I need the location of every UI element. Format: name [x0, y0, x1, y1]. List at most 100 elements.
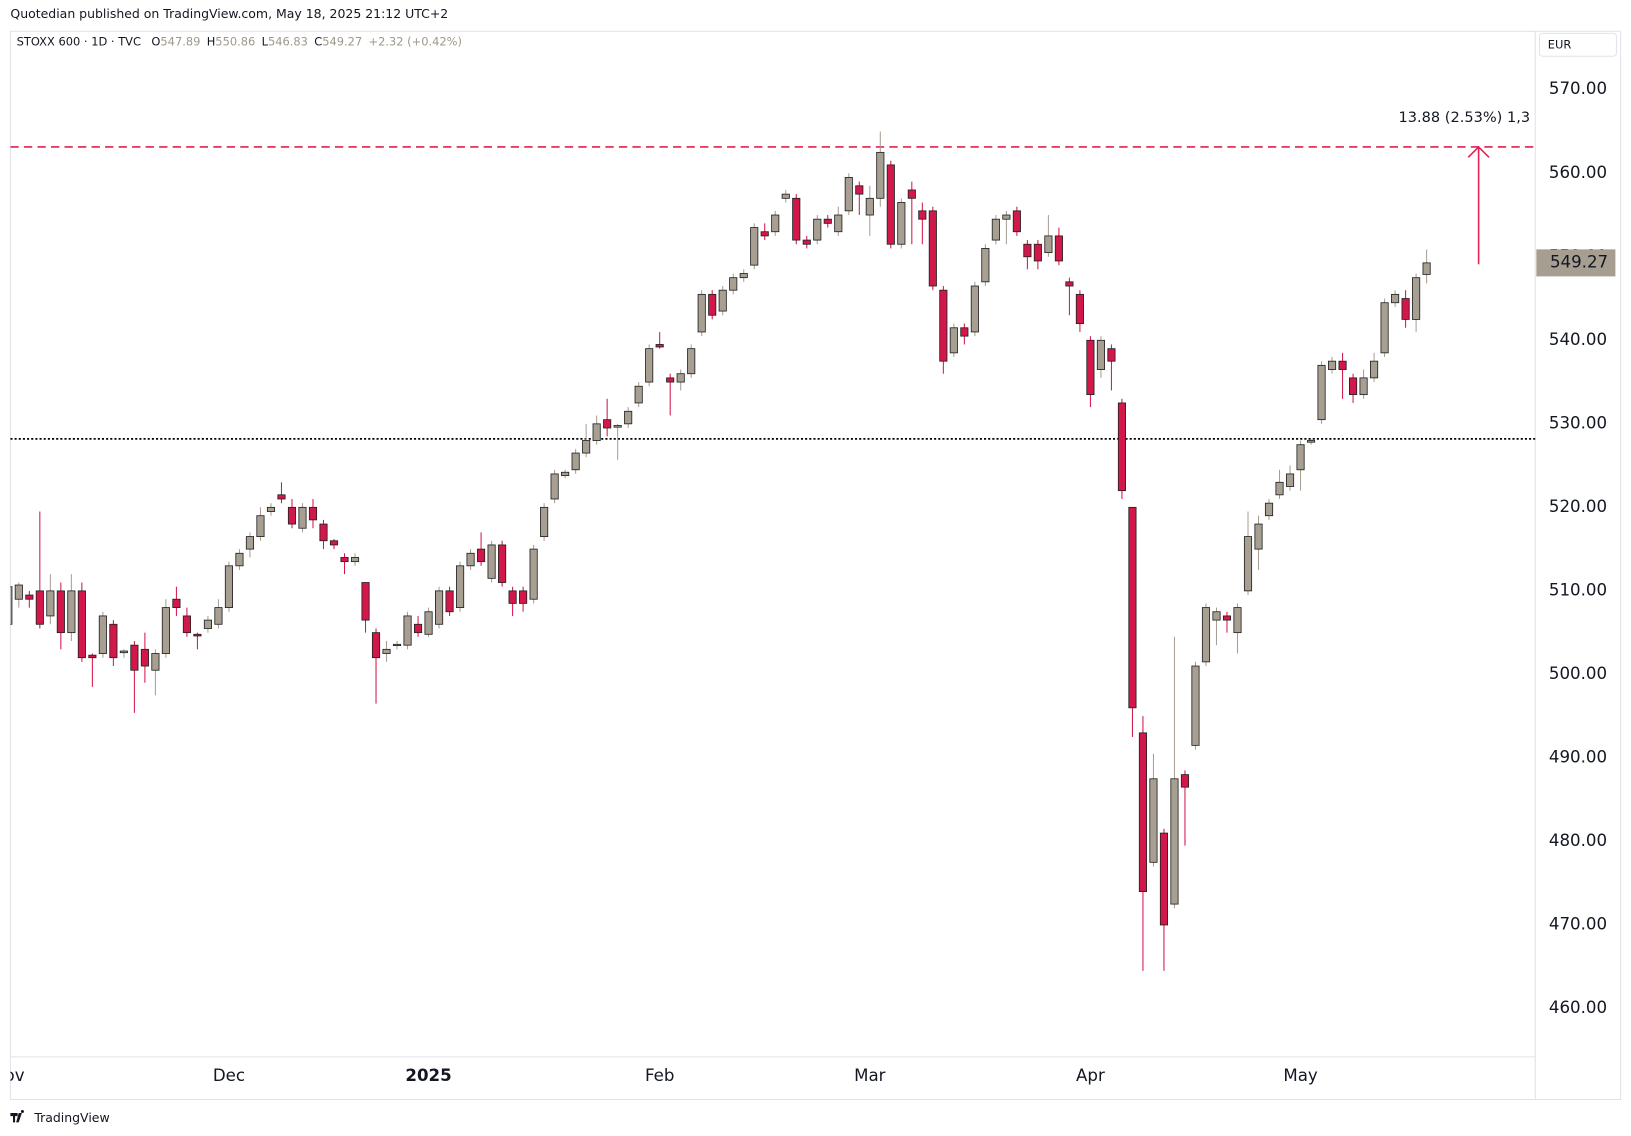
ohlc-value: 547.89 [160, 34, 200, 48]
y-tick-label: 530.00 [1549, 413, 1607, 432]
candle-body [329, 540, 339, 546]
candle-body [1191, 665, 1200, 746]
candle-body [781, 193, 790, 199]
candle-body [1380, 302, 1389, 354]
y-tick-label: 570.00 [1549, 79, 1607, 98]
candle-body [456, 565, 465, 608]
brand: TradingView [10, 1109, 110, 1125]
measure-label: 13.88 (2.53%) 1,3 [1399, 109, 1531, 126]
candle-body [708, 293, 717, 316]
candle-body [1359, 377, 1368, 396]
candle-body [193, 633, 202, 637]
candle-body [949, 327, 958, 354]
candle-body [403, 615, 412, 646]
candle-body [1212, 611, 1221, 621]
candle-body [855, 185, 864, 195]
candle-body [645, 348, 654, 383]
y-tick-label: 520.00 [1549, 497, 1607, 516]
candle-body [1275, 481, 1284, 496]
candle-body [88, 654, 97, 659]
candle-body [287, 506, 297, 525]
candle-body [1138, 732, 1148, 892]
candle-body [1401, 298, 1410, 320]
candle-body [308, 506, 318, 521]
candle-body [1107, 348, 1116, 362]
candle-body [771, 214, 780, 233]
y-tick-label: 490.00 [1549, 747, 1607, 766]
candle-body [519, 590, 528, 604]
candle-body [1012, 210, 1021, 233]
brand-name: TradingView [33, 1110, 109, 1125]
candle-body [361, 582, 370, 621]
candle-body [907, 189, 916, 199]
candle-body [161, 607, 170, 654]
candle-body [277, 494, 286, 500]
candle-body [1327, 360, 1337, 370]
candle-body [371, 632, 381, 659]
candle-body [1044, 235, 1053, 254]
candle-body [1285, 473, 1295, 487]
x-tick-label: 2025 [405, 1066, 451, 1085]
x-tick-label: Mar [854, 1066, 886, 1085]
x-tick-label: Feb [645, 1066, 674, 1085]
candle-body [792, 197, 801, 241]
candle-body [392, 643, 402, 646]
candle-body [676, 373, 685, 383]
candle-body [1054, 235, 1063, 262]
candle-body [224, 565, 234, 608]
x-tick-label: May [1283, 1066, 1318, 1085]
candle-body [1159, 832, 1169, 926]
candle-body [382, 648, 391, 654]
candle-body [823, 218, 832, 224]
candle-body [487, 544, 496, 579]
candle-body [1306, 440, 1316, 443]
x-tick-label: Dec [213, 1066, 245, 1085]
candle-body [1170, 778, 1179, 905]
candle-body [865, 197, 874, 216]
candle-body [98, 615, 107, 654]
candle-body [729, 277, 738, 291]
candle-body [655, 344, 664, 348]
candle-body [298, 506, 307, 529]
candle-body [760, 231, 769, 237]
candle-body [529, 548, 538, 600]
candle-body [1096, 339, 1105, 370]
candle-body [413, 623, 423, 634]
candle-body [1075, 293, 1084, 325]
candle-body [77, 590, 86, 659]
publisher: Quotedian published on TradingView.com, … [10, 6, 448, 21]
candle-body [1023, 243, 1032, 258]
time-axis: Nov Dec 2025 Feb Mar Apr May [0, 1066, 1318, 1085]
candle-body [1086, 339, 1095, 396]
y-tick-label: 560.00 [1549, 163, 1607, 182]
candle-body [1180, 774, 1190, 788]
plot-area: 13.88 (2.53%) 1,3 [10, 109, 1536, 971]
y-tick-label: 470.00 [1549, 914, 1607, 933]
candle-body [56, 590, 65, 634]
candle-body [1117, 402, 1126, 492]
candle-body [151, 653, 160, 671]
candle-body [897, 202, 906, 245]
candle-body [876, 151, 885, 199]
frame [9, 30, 1622, 1101]
candle-body [802, 239, 811, 245]
candle-body [813, 218, 822, 241]
candle-body [214, 607, 223, 625]
candle-body [25, 594, 34, 600]
last-price-box [1536, 249, 1616, 277]
x-tick-label: Nov [0, 1066, 25, 1085]
ohlc-value: 549.27 [322, 34, 362, 48]
candle-body [750, 227, 759, 266]
candle-body [130, 644, 139, 671]
candle-body [1296, 444, 1305, 471]
candle-body [739, 273, 748, 279]
candle-body [634, 385, 643, 404]
candle-body [235, 552, 244, 567]
brand-logo [10, 1109, 24, 1123]
candle-body [603, 419, 612, 429]
candle-body [834, 214, 843, 233]
candle-body [1233, 607, 1242, 634]
